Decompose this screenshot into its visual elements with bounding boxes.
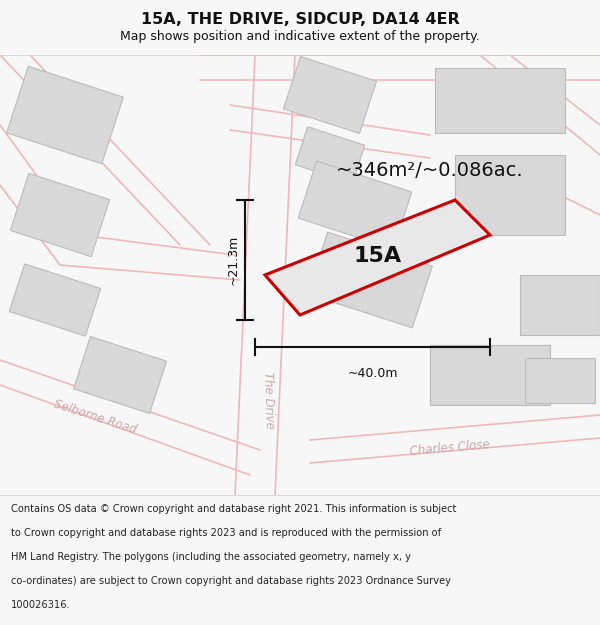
Polygon shape (283, 56, 377, 134)
Polygon shape (7, 66, 124, 164)
Polygon shape (298, 161, 412, 249)
Text: Contains OS data © Crown copyright and database right 2021. This information is : Contains OS data © Crown copyright and d… (11, 504, 456, 514)
Text: HM Land Registry. The polygons (including the associated geometry, namely x, y: HM Land Registry. The polygons (includin… (11, 552, 411, 562)
Text: The Drive: The Drive (260, 371, 275, 429)
Polygon shape (295, 127, 365, 183)
Text: ~346m²/~0.086ac.: ~346m²/~0.086ac. (336, 161, 524, 179)
Polygon shape (308, 232, 433, 328)
Text: Charles Close: Charles Close (409, 438, 491, 458)
Text: ~21.3m: ~21.3m (227, 235, 239, 285)
Polygon shape (10, 173, 110, 257)
Polygon shape (525, 357, 595, 402)
Polygon shape (435, 68, 565, 132)
Polygon shape (455, 155, 565, 235)
Text: 15A: 15A (353, 246, 401, 266)
Polygon shape (73, 336, 167, 414)
Text: ~40.0m: ~40.0m (347, 367, 398, 380)
Text: co-ordinates) are subject to Crown copyright and database rights 2023 Ordnance S: co-ordinates) are subject to Crown copyr… (11, 576, 451, 586)
Polygon shape (9, 264, 101, 336)
Polygon shape (430, 345, 550, 405)
Text: 100026316.: 100026316. (11, 600, 70, 610)
Text: Map shows position and indicative extent of the property.: Map shows position and indicative extent… (120, 30, 480, 43)
Text: Selborne Road: Selborne Road (52, 398, 138, 436)
Polygon shape (265, 200, 490, 315)
Text: to Crown copyright and database rights 2023 and is reproduced with the permissio: to Crown copyright and database rights 2… (11, 528, 441, 538)
Polygon shape (520, 275, 600, 335)
Text: 15A, THE DRIVE, SIDCUP, DA14 4ER: 15A, THE DRIVE, SIDCUP, DA14 4ER (140, 12, 460, 27)
